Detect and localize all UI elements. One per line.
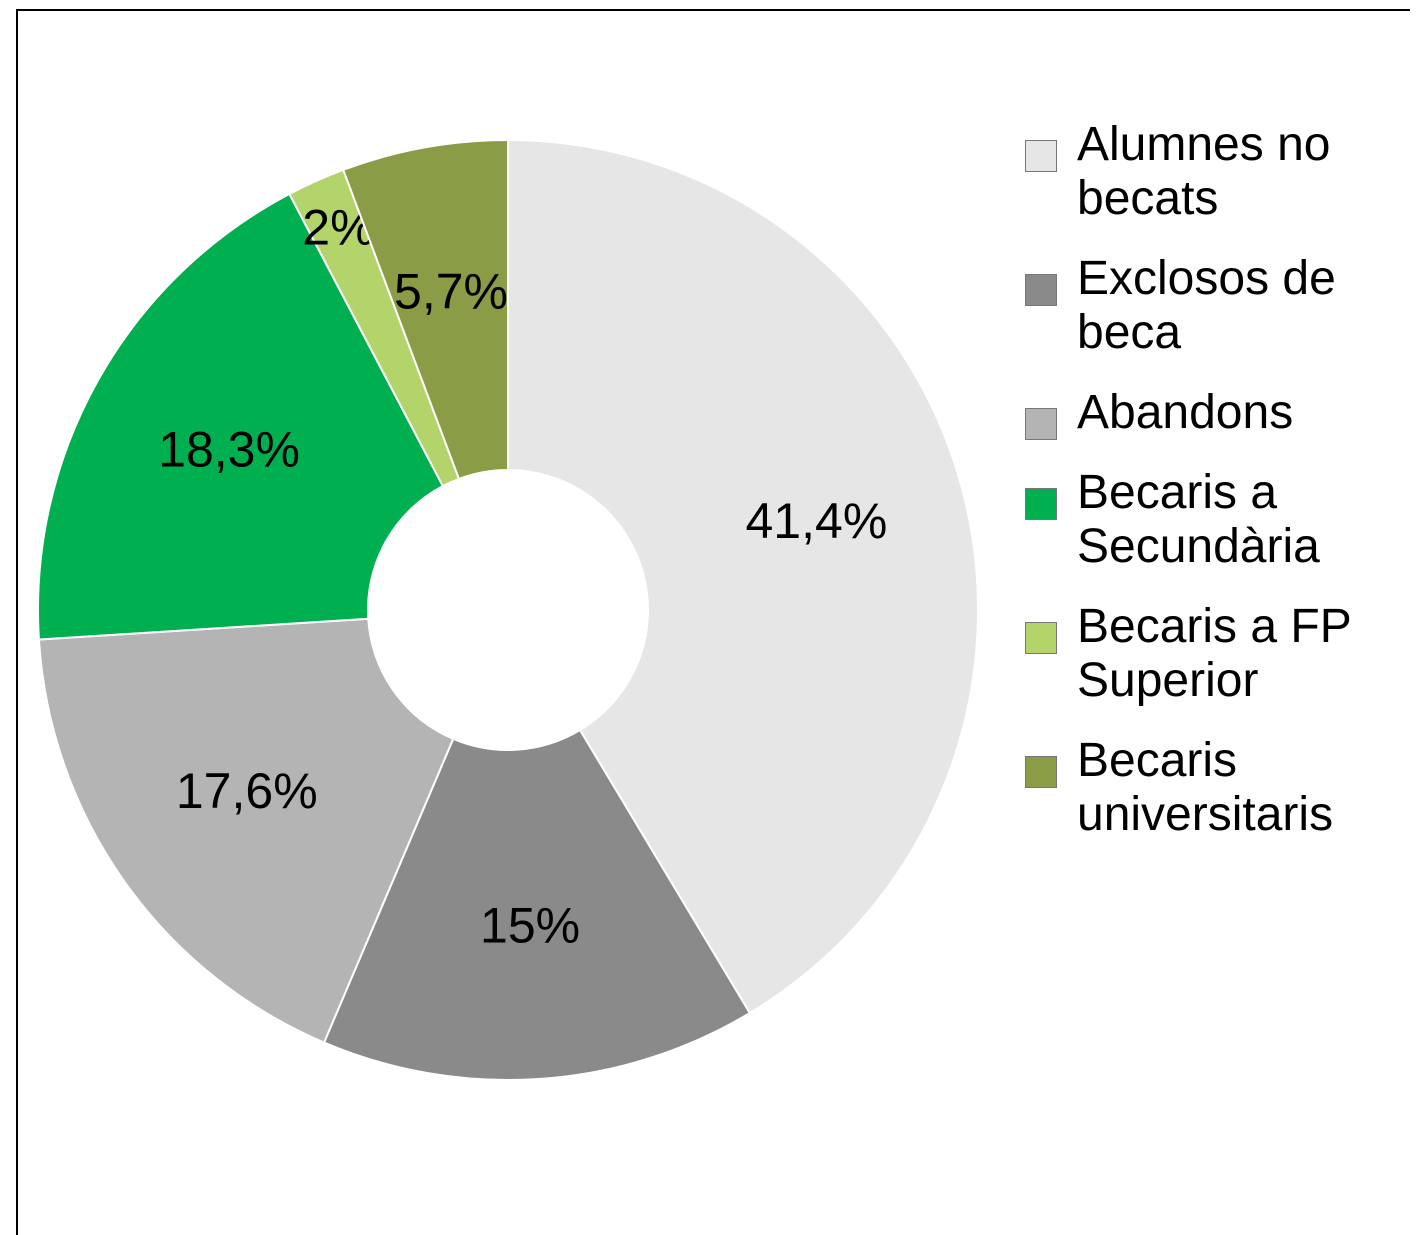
legend: Alumnes no becats Exclosos de beca Abandon…	[1025, 118, 1415, 868]
data-label: 17,6%	[176, 763, 318, 819]
legend-label: Becaris a Secundària	[1077, 466, 1320, 573]
legend-swatch	[1025, 274, 1057, 306]
donut-slice	[37, 617, 455, 1044]
frame	[16, 9, 1410, 1235]
legend-label: Exclosos de beca	[1077, 252, 1336, 359]
donut-slice	[341, 138, 509, 481]
legend-item: Becaris a FP Superior	[1025, 600, 1415, 708]
legend-item: Exclosos de beca	[1025, 252, 1415, 360]
legend-swatch	[1025, 756, 1057, 788]
data-label: 15%	[480, 897, 580, 953]
legend-swatch	[1025, 140, 1057, 172]
legend-label: Alumnes no becats	[1077, 118, 1331, 225]
data-label: 18,3%	[158, 421, 300, 477]
legend-item: Alumnes no becats	[1025, 118, 1415, 226]
legend-swatch	[1025, 488, 1057, 520]
legend-label: Becaris universitaris	[1077, 734, 1334, 841]
legend-swatch	[1025, 622, 1057, 654]
donut-slice	[507, 138, 980, 1015]
legend-item: Abandons	[1025, 386, 1415, 440]
donut-slice	[322, 728, 752, 1081]
legend-label: Becaris a FP Superior	[1077, 600, 1351, 707]
legend-item: Becaris a Secundària	[1025, 466, 1415, 574]
legend-label: Abandons	[1077, 386, 1294, 439]
data-label: 41,4%	[746, 493, 888, 549]
legend-swatch	[1025, 408, 1057, 440]
data-label: 5,7%	[394, 263, 508, 319]
donut-slice	[37, 192, 445, 641]
legend-item: Becaris universitaris	[1025, 734, 1415, 842]
